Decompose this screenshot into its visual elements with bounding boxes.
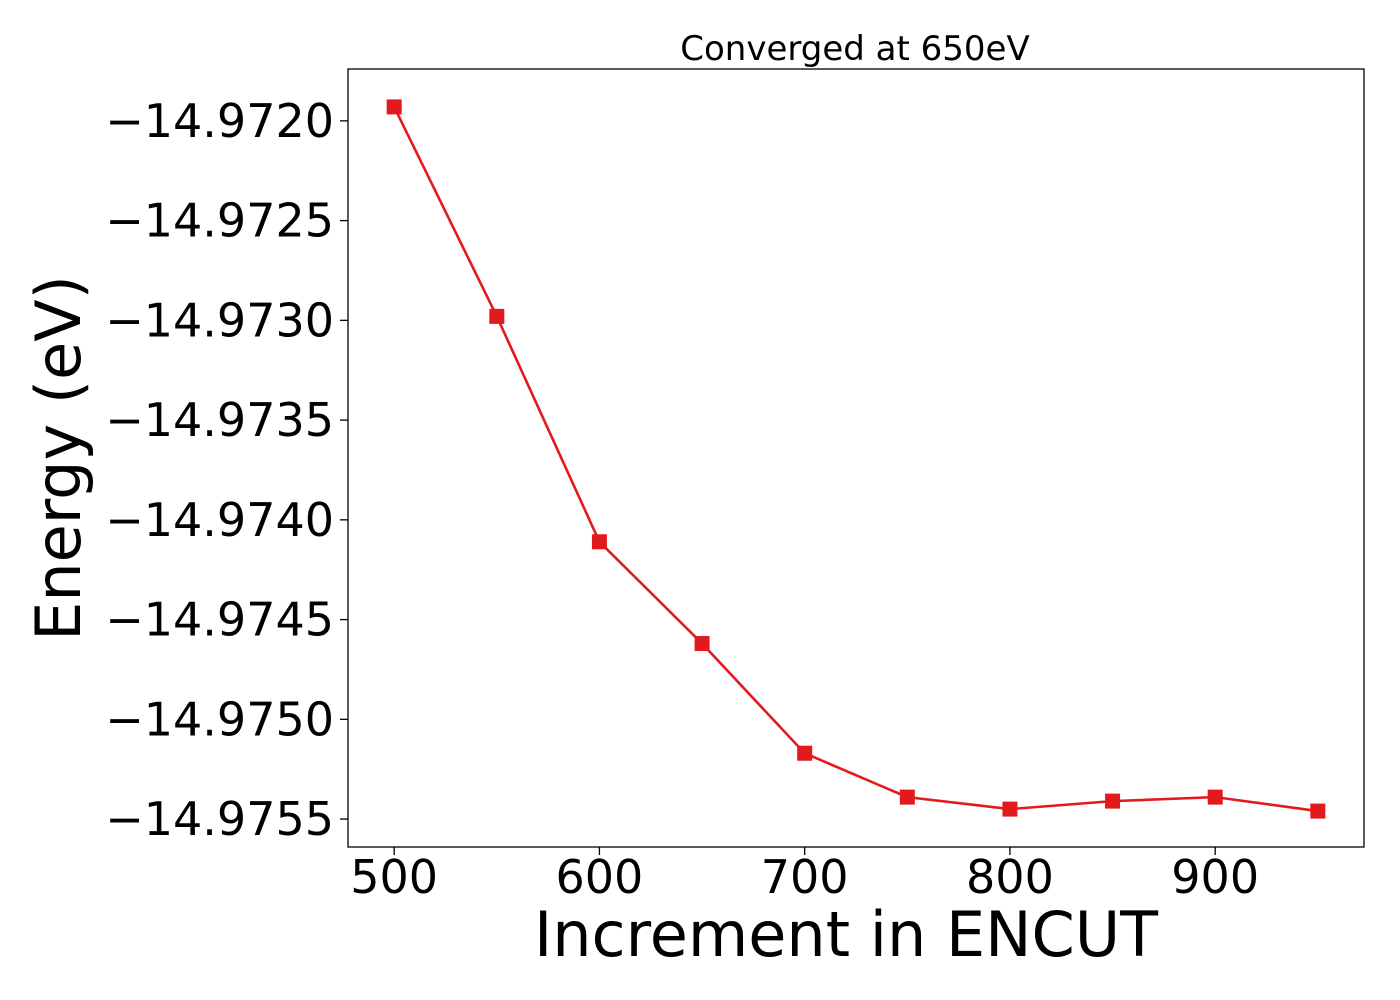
series-line <box>393 106 1318 813</box>
data-point-marker <box>694 636 710 652</box>
plot-area <box>386 99 1326 819</box>
y-tick-label: −14.9745 <box>105 593 334 647</box>
y-tick-label: −14.9740 <box>105 493 334 547</box>
y-tick-label: −14.9730 <box>105 293 334 347</box>
data-point-marker <box>591 534 607 550</box>
data-point-marker <box>1207 789 1223 805</box>
x-axis-label: Increment in ENCUT <box>534 898 1159 971</box>
data-point-marker <box>797 745 813 761</box>
data-point-marker <box>1002 801 1018 817</box>
x-tick-label: 500 <box>350 850 438 904</box>
x-tick-label: 600 <box>556 850 644 904</box>
plot-frame <box>347 68 1365 848</box>
y-tick-label: −14.9735 <box>105 393 334 447</box>
y-axis-label: Energy (eV) <box>22 275 95 641</box>
axis-ticks: 500 600 700 800 900 −14.9720 −14.9725 −14.9730 −… <box>105 94 1259 904</box>
data-point-marker <box>489 308 505 324</box>
y-tick-label: −14.9720 <box>105 94 334 148</box>
chart-title: Converged at 650eV <box>680 29 1029 69</box>
data-point-marker <box>1105 793 1121 809</box>
data-point-marker <box>386 99 402 115</box>
y-tick-label: −14.9725 <box>105 194 334 248</box>
x-tick-label: 700 <box>761 850 849 904</box>
data-point-marker <box>899 789 915 805</box>
y-tick-label: −14.9750 <box>105 692 334 746</box>
data-point-marker <box>1310 803 1326 819</box>
y-tick-label: −14.9755 <box>105 792 334 846</box>
x-tick-label: 900 <box>1171 850 1259 904</box>
x-tick-label: 800 <box>966 850 1054 904</box>
